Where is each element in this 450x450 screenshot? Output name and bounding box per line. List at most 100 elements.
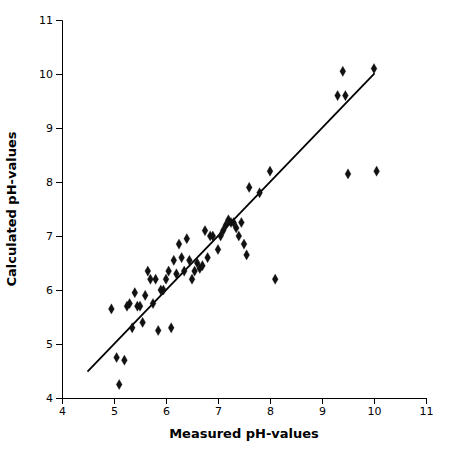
point [272,274,278,284]
point [160,285,166,295]
point [147,274,153,284]
point [153,274,159,284]
point [150,298,156,308]
point [184,234,190,244]
point [345,169,351,179]
point [155,325,161,335]
point [241,239,247,249]
x-tick-label: 11 [420,405,434,418]
scatter-points [108,64,379,390]
chart: 4 5 6 7 8 9 10 11 4 5 6 7 8 9 10 11 Measured pH-values Ca… [0,0,450,450]
point [199,261,205,271]
point [192,266,198,276]
point [145,266,151,276]
point [246,182,252,192]
point [335,91,341,101]
point [215,244,221,254]
y-tick-label: 11 [39,14,53,27]
y-tick-mark [56,344,62,345]
point [127,298,133,308]
point [114,352,120,362]
y-axis: 4 5 6 7 8 9 10 11 [39,14,63,405]
point [108,304,114,314]
point [181,266,187,276]
point [176,239,182,249]
plot: 4 5 6 7 8 9 10 11 4 5 6 7 8 9 10 11 [39,14,434,418]
x-tick-label: 7 [215,405,222,418]
y-axis-line [56,21,63,399]
y-tick: 8 [46,176,62,189]
point [244,250,250,260]
point [202,226,208,236]
y-tick-label: 6 [46,284,53,297]
point [116,379,122,389]
point [374,166,380,176]
x-tick: 10 [368,398,382,418]
y-tick-label: 4 [46,392,53,405]
point [163,274,169,284]
y-tick-mark [56,236,62,237]
point [267,166,273,176]
point [205,253,211,263]
point [236,231,242,241]
point [168,323,174,333]
x-tick: 4 [59,398,66,418]
x-tick: 11 [420,398,434,418]
point [132,288,138,298]
y-tick-label: 7 [46,230,53,243]
point [238,217,244,227]
marks [87,64,379,390]
y-tick-label: 8 [46,176,53,189]
y-tick: 7 [46,230,62,243]
x-tick: 5 [111,398,118,418]
point [257,188,263,198]
point [129,323,135,333]
point [233,223,239,233]
y-tick-mark [56,128,62,129]
x-tick-mark [322,398,323,404]
y-tick-mark [56,20,62,21]
y-tick: 10 [39,68,62,81]
point [142,290,148,300]
point [166,266,172,276]
x-tick-mark [114,398,115,404]
x-tick-mark [426,398,427,404]
point [171,255,177,265]
x-axis-line [63,399,427,405]
point [173,269,179,279]
y-tick-label: 5 [46,338,53,351]
x-tick-mark [166,398,167,404]
x-tick: 9 [319,398,326,418]
y-tick-label: 10 [39,68,53,81]
y-tick: 4 [46,392,62,405]
x-tick-label: 6 [163,405,170,418]
point [189,274,195,284]
x-tick-label: 5 [111,405,118,418]
point [179,253,185,263]
y-tick-label: 9 [46,122,53,135]
y-tick: 6 [46,284,62,297]
point [340,66,346,76]
point [137,301,143,311]
point [342,91,348,101]
x-axis-title: Measured pH-values [169,426,319,441]
x-tick-mark [374,398,375,404]
x-tick: 6 [163,398,170,418]
y-tick-mark [56,74,62,75]
y-axis-title: Calculated pH-values [4,131,19,286]
x-tick: 8 [267,398,274,418]
regression-line [87,73,374,371]
x-tick-mark [218,398,219,404]
point [186,255,192,265]
point [121,355,127,365]
point [140,317,146,327]
x-axis: 4 5 6 7 8 9 10 11 [59,398,434,418]
y-tick-mark [56,398,62,399]
point [371,64,377,74]
y-tick: 11 [39,14,62,27]
y-tick-mark [56,290,62,291]
y-tick-mark [56,182,62,183]
x-tick: 7 [215,398,222,418]
x-tick-label: 4 [59,405,66,418]
y-tick: 9 [46,122,62,135]
